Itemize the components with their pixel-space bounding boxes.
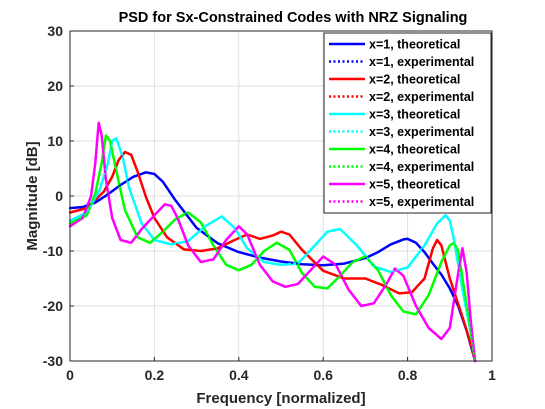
series-line-10 bbox=[69, 121, 477, 362]
plot-frame bbox=[69, 30, 493, 362]
series-line-2 bbox=[69, 171, 477, 362]
legend-label-3: x=2, theoretical bbox=[369, 73, 460, 87]
legend-label-7: x=4, theoretical bbox=[369, 143, 460, 157]
legend: x=1, theoretical x=1, experimental x=2, th… bbox=[323, 32, 492, 214]
y-tick-label: -20 bbox=[43, 298, 63, 314]
x-tick-label: 1 bbox=[488, 367, 496, 383]
series-line-4 bbox=[69, 151, 477, 362]
series-line-6 bbox=[69, 137, 477, 362]
legend-label-9: x=5, theoretical bbox=[369, 178, 460, 192]
x-tick-label: 0.8 bbox=[398, 367, 418, 383]
series-layer bbox=[68, 121, 477, 363]
y-tick-labels: 30 20 10 0 -10 -20 -30 bbox=[43, 23, 63, 369]
legend-label-2: x=1, experimental bbox=[369, 55, 474, 69]
chart-title: PSD for Sx-Constrained Codes with NRZ Si… bbox=[119, 10, 468, 26]
x-tick-labels: 0 0.2 0.4 0.6 0.8 1 bbox=[66, 367, 496, 383]
y-tick-label: -30 bbox=[43, 353, 63, 369]
x-tick-label: 0 bbox=[66, 367, 74, 383]
legend-label-5: x=3, theoretical bbox=[369, 108, 460, 122]
legend-label-1: x=1, theoretical bbox=[369, 38, 460, 52]
legend-label-10: x=5, experimental bbox=[369, 195, 474, 209]
legend-label-8: x=4, experimental bbox=[369, 160, 474, 174]
y-tick-label: -10 bbox=[43, 243, 63, 259]
legend-label-6: x=3, experimental bbox=[369, 125, 474, 139]
y-tick-label: 20 bbox=[47, 78, 63, 94]
y-axis-label: Magnitude [dB] bbox=[24, 141, 41, 250]
legend-label-4: x=2, experimental bbox=[369, 90, 474, 104]
x-tick-label: 0.4 bbox=[229, 367, 249, 383]
y-tick-label: 10 bbox=[47, 133, 63, 149]
x-axis-label: Frequency [normalized] bbox=[196, 390, 365, 407]
y-tick-label: 0 bbox=[55, 188, 63, 204]
x-tick-label: 0.2 bbox=[145, 367, 165, 383]
x-tick-label: 0.6 bbox=[313, 367, 333, 383]
series-line-7 bbox=[68, 134, 477, 363]
y-tick-label: 30 bbox=[47, 23, 63, 39]
